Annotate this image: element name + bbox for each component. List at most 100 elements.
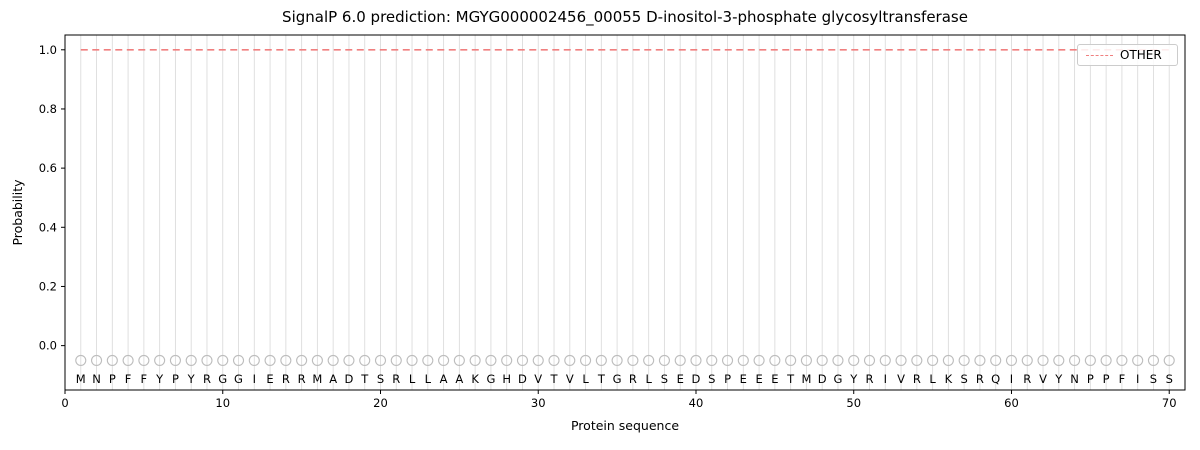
residue-marker: [1005, 354, 1018, 366]
residue-letter: L: [645, 372, 652, 386]
residue-marker: [706, 354, 718, 366]
residue-marker: [1100, 354, 1112, 366]
residue-letter: F: [125, 372, 132, 386]
residue-letter: D: [518, 372, 527, 386]
residue-marker: [406, 354, 418, 366]
residue-letter: N: [1070, 372, 1079, 386]
residue-marker: [311, 354, 323, 366]
residue-marker: [264, 354, 276, 366]
residue-marker: [564, 354, 576, 366]
x-axis-label: Protein sequence: [570, 418, 680, 433]
residue-marker: [1147, 354, 1160, 366]
residue-letter: M: [76, 372, 86, 386]
residue-letter: V: [1039, 372, 1047, 386]
residue-letter: Y: [849, 372, 858, 386]
residue-letter: T: [360, 372, 369, 386]
x-tick-label: 50: [846, 396, 861, 410]
residue-marker: [501, 354, 513, 366]
residue-letter: R: [976, 372, 984, 386]
residue-marker: [485, 354, 497, 366]
residue-marker: [343, 354, 355, 366]
residue-marker: [658, 354, 670, 366]
residue-marker: [138, 354, 150, 366]
x-tick-label: 60: [1004, 396, 1019, 410]
residue-marker: [942, 354, 954, 366]
residue-marker: [721, 354, 734, 366]
residue-letter: M: [312, 372, 322, 386]
residue-marker: [248, 354, 260, 366]
residue-letter: G: [234, 372, 243, 386]
residue-marker: [1132, 354, 1144, 366]
residue-letter: N: [92, 372, 101, 386]
residue-marker: [816, 354, 828, 366]
y-tick-label: 0.8: [39, 102, 57, 116]
y-tick-label: 0.4: [39, 220, 57, 234]
residue-letter: P: [1087, 372, 1094, 386]
x-tick-label: 20: [373, 396, 388, 410]
residue-letter: K: [471, 372, 479, 386]
residue-marker: [232, 354, 245, 366]
residue-letter: G: [486, 372, 495, 386]
residue-letter: S: [1166, 372, 1173, 386]
residue-letter: R: [203, 372, 211, 386]
x-tick-label: 10: [215, 396, 230, 410]
residue-marker: [958, 354, 970, 366]
residue-marker: [674, 354, 686, 366]
residue-marker: [422, 354, 434, 366]
residue-letter: R: [866, 372, 874, 386]
residue-marker: [438, 354, 450, 366]
residue-letter: F: [1119, 372, 1126, 386]
residue-letter: V: [534, 372, 542, 386]
residue-letter: G: [613, 372, 622, 386]
residue-letter: D: [345, 372, 354, 386]
residue-marker: [516, 354, 529, 366]
x-tick-label: 30: [531, 396, 546, 410]
residue-letter: R: [913, 372, 921, 386]
residue-marker: [879, 354, 891, 366]
residue-marker: [785, 354, 797, 366]
residue-marker: [1021, 354, 1033, 366]
residue-letter: E: [266, 372, 273, 386]
residue-marker: [627, 354, 639, 366]
legend-box: OTHER: [1077, 44, 1178, 66]
chart-title: SignalP 6.0 prediction: MGYG000002456_00…: [282, 8, 968, 26]
residue-marker: [532, 354, 544, 366]
residue-marker: [201, 354, 213, 366]
residue-marker: [390, 354, 402, 366]
legend-dashed-line-icon: [1086, 54, 1113, 56]
y-tick-label: 0.6: [39, 161, 57, 175]
residue-letter: I: [253, 372, 256, 386]
residue-letter: D: [818, 372, 827, 386]
residue-letter: S: [1150, 372, 1157, 386]
residue-marker: [927, 354, 939, 366]
residue-marker: [832, 354, 844, 366]
residue-letter: G: [218, 372, 227, 386]
residue-marker: [1163, 354, 1175, 366]
residue-marker: [1053, 354, 1065, 366]
residue-marker: [185, 354, 197, 366]
residue-marker: [769, 354, 781, 366]
residue-marker: [800, 354, 812, 366]
residue-letter: P: [1103, 372, 1110, 386]
residue-letter: P: [172, 372, 179, 386]
residue-letter: T: [549, 372, 558, 386]
residue-letter: G: [833, 372, 842, 386]
residue-marker: [1069, 354, 1081, 366]
residue-marker: [374, 354, 387, 366]
residue-letter: S: [661, 372, 668, 386]
residue-marker: [580, 354, 592, 366]
residue-letter: R: [629, 372, 637, 386]
residue-letter: A: [329, 372, 337, 386]
residue-marker: [990, 354, 1002, 366]
residue-letter: R: [282, 372, 290, 386]
residue-marker: [1084, 354, 1096, 366]
residue-marker: [643, 354, 655, 366]
residue-letter: V: [566, 372, 574, 386]
residue-marker: [911, 354, 923, 366]
residue-marker: [75, 354, 87, 366]
residue-marker: [737, 354, 749, 366]
residue-letter: A: [440, 372, 448, 386]
residue-letter: L: [582, 372, 589, 386]
